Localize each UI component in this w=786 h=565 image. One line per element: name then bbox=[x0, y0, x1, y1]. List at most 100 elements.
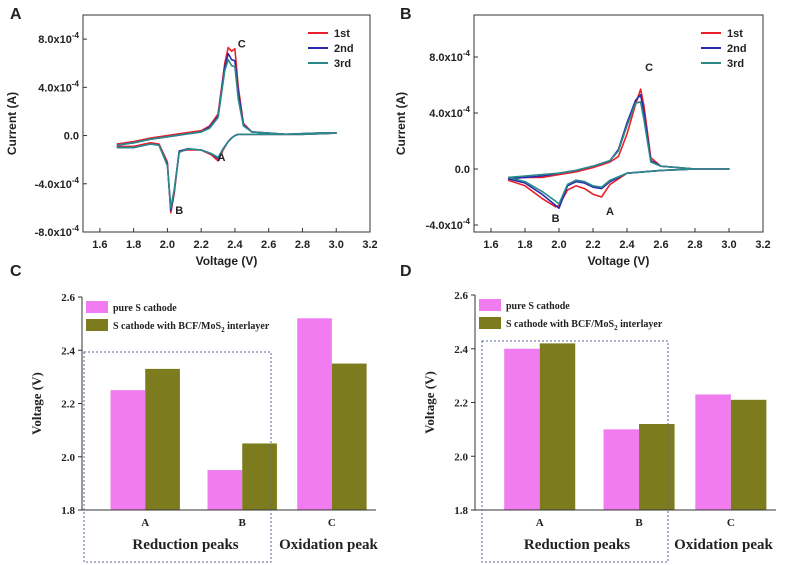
category-label-c: C bbox=[727, 517, 735, 529]
y-tick-label: 1.8 bbox=[454, 505, 468, 517]
x-tick-label: 2.8 bbox=[295, 239, 310, 251]
series-line-2nd bbox=[116, 52, 338, 212]
y-tick-label: -8.0x10-4 bbox=[35, 224, 80, 239]
group-label: Reduction peaks bbox=[524, 537, 630, 553]
x-tick-label: 2.4 bbox=[619, 239, 635, 251]
x-tick-label: 3.0 bbox=[329, 239, 344, 251]
peak-label-a: A bbox=[217, 152, 225, 164]
group-label: Oxidation peak bbox=[279, 537, 378, 553]
series-line-1st bbox=[116, 46, 338, 214]
peak-label-a: A bbox=[606, 206, 614, 218]
legend-label: 2nd bbox=[334, 43, 354, 55]
bar-b-s2 bbox=[242, 443, 277, 510]
x-tick-label: 2.2 bbox=[585, 239, 600, 251]
series-line-3rd bbox=[507, 101, 730, 205]
y-tick-label: 2.0 bbox=[454, 451, 468, 463]
x-tick-label: 3.2 bbox=[362, 239, 377, 251]
group-label: Reduction peaks bbox=[132, 537, 238, 553]
y-tick-label: 2.2 bbox=[454, 398, 468, 410]
bar-c-s2 bbox=[331, 363, 367, 510]
y-axis-label: Current (A) bbox=[394, 92, 408, 155]
peak-label-c: C bbox=[645, 62, 653, 74]
y-tick-label: 0.0 bbox=[455, 164, 470, 176]
bar-a-s1 bbox=[504, 348, 540, 510]
legend-label: 1st bbox=[334, 28, 350, 40]
peak-label-c: C bbox=[238, 39, 246, 51]
legend-label: 2nd bbox=[727, 43, 747, 55]
panel-letter: D bbox=[400, 263, 412, 280]
category-label-b: B bbox=[635, 517, 643, 529]
plot-frame bbox=[473, 14, 764, 233]
series-line-3rd bbox=[116, 58, 338, 209]
bar-a-s2 bbox=[539, 343, 576, 510]
x-tick-label: 2.0 bbox=[551, 239, 566, 251]
peak-label-b: B bbox=[175, 205, 183, 217]
y-tick-label: 2.2 bbox=[61, 399, 75, 411]
x-tick-label: 1.8 bbox=[126, 239, 141, 251]
panel-a: A 1.6 1.8 2.0 2.2 2.4 2.6 2.8 3.0 3.2 -8.0x10-4 -4.… bbox=[5, 6, 378, 268]
bar-c-s2 bbox=[730, 399, 767, 510]
x-tick-label: 2.0 bbox=[160, 239, 175, 251]
y-tick-label: 4.0x10-4 bbox=[429, 105, 470, 120]
legend-swatch bbox=[479, 299, 501, 311]
y-tick-label: 2.4 bbox=[454, 344, 468, 356]
x-tick-label: 2.8 bbox=[687, 239, 702, 251]
panel-letter: A bbox=[10, 6, 22, 23]
x-tick-label: 2.4 bbox=[227, 239, 243, 251]
bar-a-s2 bbox=[145, 368, 180, 510]
legend-swatch bbox=[86, 301, 108, 313]
reduction-peaks-box bbox=[83, 351, 272, 563]
x-tick-label: 1.8 bbox=[517, 239, 532, 251]
x-tick-label: 3.0 bbox=[721, 239, 736, 251]
peak-label-b: B bbox=[552, 213, 560, 225]
y-tick-label: 8.0x10-4 bbox=[38, 31, 79, 46]
legend-label: 3rd bbox=[727, 58, 744, 70]
panel-b: B 1.6 1.8 2.0 2.2 2.4 2.6 2.8 3.0 3.2 -4.0x10-4 0.0… bbox=[394, 6, 771, 268]
y-tick-label: -4.0x10-4 bbox=[35, 176, 80, 191]
bar-a-s1 bbox=[110, 390, 146, 510]
y-tick-label: 2.0 bbox=[61, 452, 75, 464]
legend-label: S cathode with BCF/MoS2 interlayer bbox=[506, 319, 663, 332]
x-tick-label: 2.6 bbox=[261, 239, 276, 251]
legend-label: S cathode with BCF/MoS2 interlayer bbox=[113, 321, 270, 334]
category-label-b: B bbox=[239, 517, 247, 529]
legend-swatch bbox=[86, 319, 108, 331]
y-tick-label: -4.0x10-4 bbox=[426, 217, 471, 232]
y-tick-label: 2.6 bbox=[61, 292, 75, 304]
legend-swatch bbox=[479, 317, 501, 329]
category-label-a: A bbox=[141, 517, 149, 529]
y-axis-label: Current (A) bbox=[5, 92, 19, 155]
y-tick-label: 8.0x10-4 bbox=[429, 49, 470, 64]
reduction-peaks-box bbox=[481, 340, 669, 563]
x-tick-label: 1.6 bbox=[92, 239, 107, 251]
plot-frame bbox=[82, 14, 371, 233]
group-label: Oxidation peak bbox=[674, 537, 773, 553]
category-label-c: C bbox=[328, 517, 336, 529]
bar-c-s1 bbox=[297, 318, 332, 510]
x-tick-label: 2.2 bbox=[194, 239, 209, 251]
panel-letter: C bbox=[10, 263, 22, 280]
y-tick-label: 0.0 bbox=[64, 131, 79, 143]
legend-label: 1st bbox=[727, 28, 743, 40]
y-axis-label: Voltage (V) bbox=[422, 371, 437, 434]
bar-b-s1 bbox=[207, 470, 243, 510]
panel-c: C 1.8 2.0 2.2 2.4 2.6 Voltage (V) A B C Reduction … bbox=[10, 263, 379, 563]
bar-b-s2 bbox=[639, 424, 675, 510]
y-tick-label: 1.8 bbox=[61, 505, 75, 517]
legend-label: pure S cathode bbox=[506, 301, 570, 312]
bar-c-s1 bbox=[695, 394, 731, 510]
x-axis-label: Voltage (V) bbox=[196, 254, 258, 268]
y-tick-label: 4.0x10-4 bbox=[38, 79, 79, 94]
panel-letter: B bbox=[400, 6, 412, 23]
bar-b-s1 bbox=[603, 429, 640, 510]
legend-label: pure S cathode bbox=[113, 303, 177, 314]
x-tick-label: 2.6 bbox=[653, 239, 668, 251]
y-tick-label: 2.4 bbox=[61, 345, 75, 357]
legend-label: 3rd bbox=[334, 58, 351, 70]
x-tick-label: 3.2 bbox=[755, 239, 770, 251]
y-tick-label: 2.6 bbox=[454, 290, 468, 302]
panel-d: D 1.8 2.0 2.2 2.4 2.6 Voltage (V) A B C Reduction … bbox=[400, 263, 776, 563]
x-tick-label: 1.6 bbox=[483, 239, 498, 251]
category-label-a: A bbox=[536, 517, 544, 529]
